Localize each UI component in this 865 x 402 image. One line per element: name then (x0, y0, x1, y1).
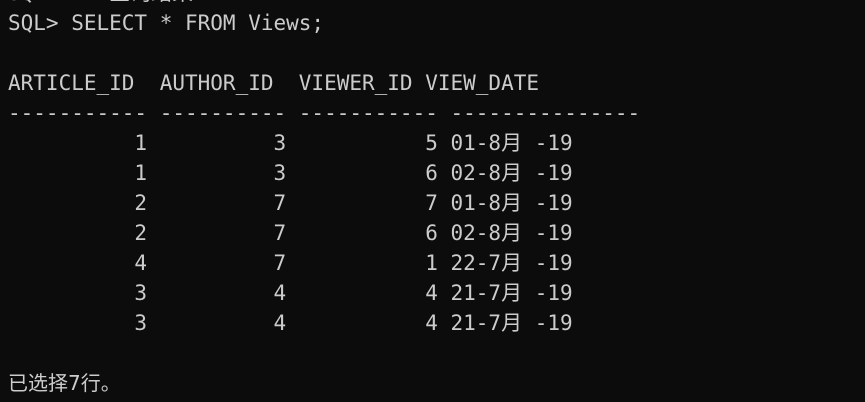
row-count-status: 已选择7行。 (8, 371, 121, 395)
scrolled-off-line: SQL> 查询结果 (8, 0, 193, 8)
table-header-row: ARTICLE_ID AUTHOR_ID VIEWER_ID VIEW_DATE (8, 71, 540, 95)
table-row: 3 4 4 21-7月 -19 (8, 311, 573, 335)
table-row: 3 4 4 21-7月 -19 (8, 281, 573, 305)
table-row: 1 3 5 01-8月 -19 (8, 131, 573, 155)
blank-line-1 (8, 38, 640, 68)
sql-prompt-line: SQL> SELECT * FROM Views; (8, 11, 325, 35)
table-row: 2 7 6 02-8月 -19 (8, 221, 573, 245)
blank-line-2 (8, 338, 640, 368)
table-row: 2 7 7 01-8月 -19 (8, 191, 573, 215)
table-row: 4 7 1 22-7月 -19 (8, 251, 573, 275)
table-separator-row: ----------- ---------- ----------- -----… (8, 101, 641, 125)
table-row: 1 3 6 02-8月 -19 (8, 161, 573, 185)
